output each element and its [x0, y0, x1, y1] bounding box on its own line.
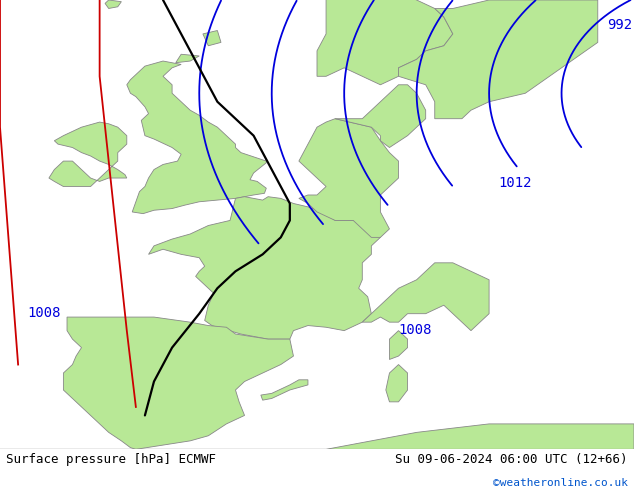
Polygon shape	[335, 85, 425, 147]
Text: Surface pressure [hPa] ECMWF: Surface pressure [hPa] ECMWF	[6, 453, 216, 466]
Text: 1008: 1008	[399, 323, 432, 337]
Polygon shape	[399, 0, 598, 119]
Polygon shape	[49, 122, 127, 187]
Text: ©weatheronline.co.uk: ©weatheronline.co.uk	[493, 478, 628, 488]
Polygon shape	[127, 61, 266, 214]
Text: 1012: 1012	[498, 175, 532, 190]
Polygon shape	[203, 30, 221, 46]
Polygon shape	[105, 0, 121, 8]
Text: 1008: 1008	[27, 306, 61, 320]
Polygon shape	[63, 317, 294, 449]
Polygon shape	[389, 331, 408, 360]
Polygon shape	[299, 119, 399, 237]
Polygon shape	[362, 263, 489, 331]
Polygon shape	[261, 380, 308, 400]
Polygon shape	[386, 365, 408, 402]
Text: Su 09-06-2024 06:00 UTC (12+66): Su 09-06-2024 06:00 UTC (12+66)	[395, 453, 628, 466]
Polygon shape	[148, 196, 380, 339]
Polygon shape	[176, 54, 199, 63]
Polygon shape	[0, 424, 634, 449]
Text: 992: 992	[607, 18, 632, 32]
Polygon shape	[317, 0, 453, 85]
